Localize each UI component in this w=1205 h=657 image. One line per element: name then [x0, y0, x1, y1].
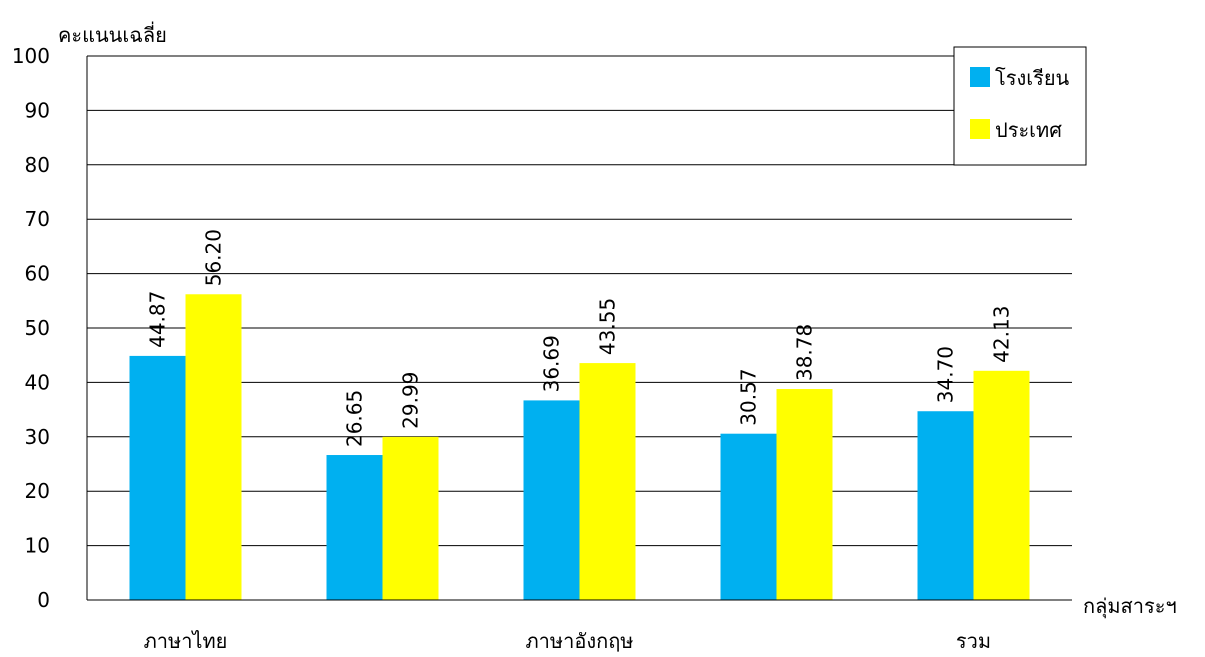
- y-tick-label: 90: [25, 98, 50, 122]
- data-label: 34.70: [934, 346, 958, 403]
- x-category-label: ภาษาอังกฤษ: [525, 629, 633, 653]
- y-tick-label: 80: [25, 153, 50, 177]
- bar: [523, 400, 580, 600]
- y-tick-label: 30: [25, 425, 50, 449]
- bar: [776, 389, 833, 600]
- y-tick-label: 70: [25, 207, 50, 231]
- x-axis-categories: ภาษาไทย ภาษาอังกฤษ รวม: [144, 629, 991, 653]
- data-label: 26.65: [343, 390, 367, 447]
- data-label: 29.99: [399, 372, 423, 429]
- y-tick-label: 10: [25, 534, 50, 558]
- gridlines: [87, 55, 1072, 547]
- y-tick-label: 60: [25, 262, 50, 286]
- bar: [917, 411, 974, 600]
- bar: [185, 294, 242, 600]
- bars: [129, 294, 1030, 600]
- data-label: 42.13: [990, 306, 1014, 363]
- bar: [326, 455, 383, 600]
- legend: โรงเรียน ประเทศ: [953, 46, 1087, 166]
- y-tick-label: 0: [37, 588, 50, 612]
- bar: [973, 370, 1030, 600]
- data-label: 44.87: [146, 291, 170, 348]
- bar: [129, 355, 186, 600]
- data-label: 43.55: [596, 298, 620, 355]
- y-axis-ticks: 0 10 20 30 40 50 60 70 80 90 100: [12, 44, 50, 612]
- data-label: 36.69: [540, 335, 564, 392]
- legend-swatch-school: [970, 67, 990, 87]
- bar: [382, 436, 439, 600]
- y-axis-title: คะแนนเฉลี่ย: [58, 21, 167, 47]
- data-labels: 44.87 56.20 26.65 29.99 36.69 43.55 30.57 38.78…: [146, 229, 1014, 447]
- legend-label-school: โรงเรียน: [995, 66, 1070, 90]
- y-tick-label: 50: [25, 316, 50, 340]
- data-label: 56.20: [202, 229, 226, 286]
- data-label: 38.78: [793, 324, 817, 381]
- y-tick-label: 100: [12, 44, 50, 68]
- legend-box: [953, 46, 1087, 166]
- bar: [720, 433, 777, 600]
- y-tick-label: 40: [25, 370, 50, 394]
- bar: [579, 363, 636, 600]
- x-axis-title: กลุ่มสาระฯ: [1083, 594, 1177, 619]
- legend-label-country: ประเทศ: [995, 118, 1062, 142]
- legend-swatch-country: [970, 119, 990, 139]
- x-category-label: ภาษาไทย: [144, 629, 228, 653]
- x-category-label: รวม: [956, 629, 991, 653]
- data-label: 30.57: [737, 368, 761, 425]
- y-tick-label: 20: [25, 479, 50, 503]
